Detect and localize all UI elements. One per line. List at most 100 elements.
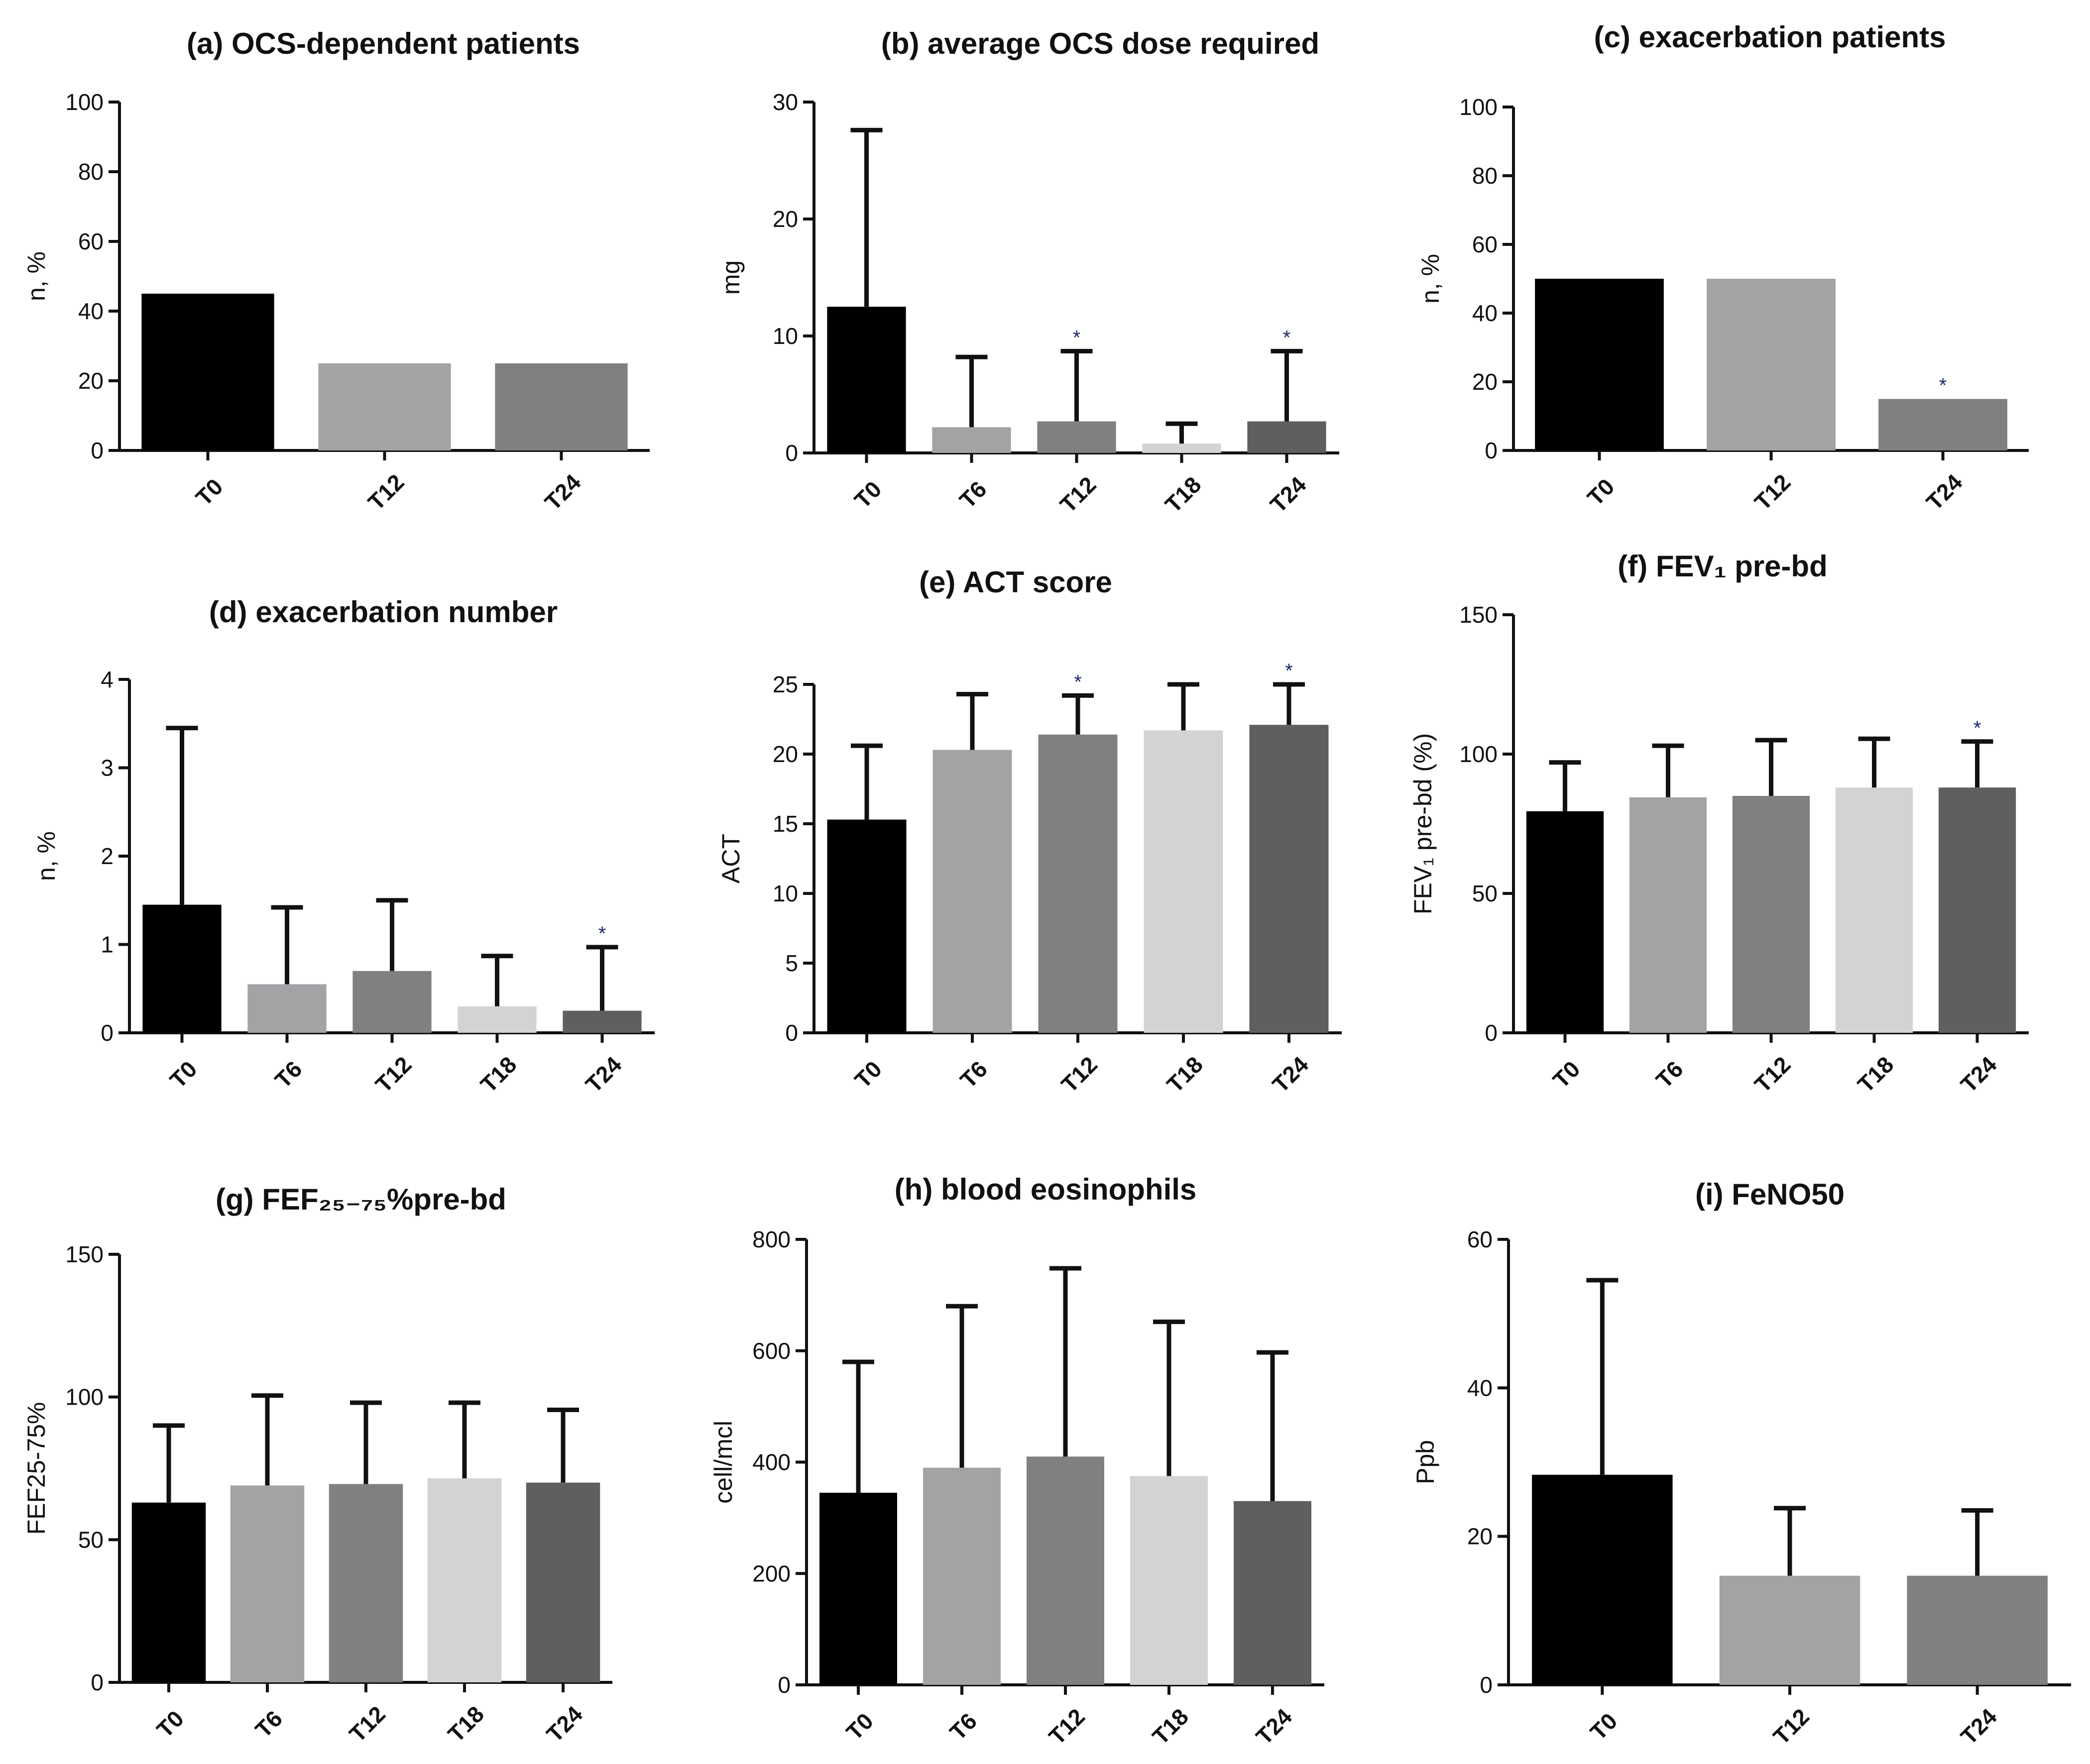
y-tick-label: 40 bbox=[1472, 300, 1498, 326]
y-tick-label: 25 bbox=[773, 671, 798, 697]
chart-title: (c) exacerbation patients bbox=[1594, 20, 1946, 54]
x-tick-label: T6 bbox=[954, 476, 992, 513]
bar-T24 bbox=[1878, 399, 2007, 450]
y-tick-label: 60 bbox=[78, 228, 104, 254]
y-tick-label: 400 bbox=[752, 1449, 791, 1475]
y-axis-label: Ppb bbox=[1411, 1440, 1439, 1484]
x-tick-label: T6 bbox=[944, 1708, 982, 1745]
y-tick-label: 10 bbox=[773, 881, 798, 906]
significance-marker: * bbox=[1939, 375, 1947, 397]
bar-T18 bbox=[1130, 1476, 1208, 1685]
bar-T24 bbox=[1234, 1501, 1311, 1685]
bar-T0 bbox=[1526, 811, 1604, 1033]
x-tick-label: T24 bbox=[1956, 1051, 2002, 1098]
x-tick-label: T24 bbox=[1956, 1703, 2002, 1750]
x-tick-label: T0 bbox=[849, 476, 887, 513]
chart-title: (a) OCS-dependent patients bbox=[187, 27, 580, 60]
bar-T6 bbox=[230, 1485, 305, 1682]
y-tick-label: 40 bbox=[78, 298, 104, 324]
chart-title: (f) FEV₁ pre-bd bbox=[1618, 550, 1827, 583]
bar-T12 bbox=[1707, 279, 1836, 450]
x-tick-label: T24 bbox=[1265, 471, 1311, 518]
bar-T12 bbox=[1037, 421, 1116, 453]
x-tick-label: T0 bbox=[151, 1705, 189, 1743]
bar-T18 bbox=[1835, 787, 1913, 1033]
y-tick-label: 20 bbox=[773, 741, 798, 767]
bar-T0 bbox=[1535, 279, 1664, 450]
x-tick-label: T18 bbox=[1147, 1703, 1193, 1750]
y-tick-label: 800 bbox=[752, 1226, 791, 1252]
chart-title: (h) blood eosinophils bbox=[895, 1173, 1197, 1206]
y-tick-label: 60 bbox=[1467, 1226, 1493, 1252]
chart-panel-i: (i) FeNO50 0 20 40 60 Ppb T0 T12 T24 bbox=[1411, 1178, 2071, 1750]
x-tick-label: T6 bbox=[270, 1056, 307, 1093]
bar-T12 bbox=[318, 363, 451, 450]
y-axis-label: n, % bbox=[22, 251, 50, 301]
x-tick-label: T24 bbox=[581, 1051, 627, 1098]
x-tick-label: T0 bbox=[191, 473, 228, 511]
chart-panel-f: (f) FEV₁ pre-bd 0 50 100 150 FEV₁ pre-bd (%) T… bbox=[1409, 550, 2029, 1098]
y-axis-label: cell/mcl bbox=[709, 1421, 737, 1504]
bar-T18 bbox=[1142, 443, 1221, 453]
bar-T12 bbox=[329, 1484, 403, 1682]
x-tick-label: T12 bbox=[344, 1701, 390, 1747]
y-axis-label: n, % bbox=[1416, 254, 1444, 304]
y-tick-label: 600 bbox=[752, 1338, 791, 1364]
y-axis-label: mg bbox=[717, 260, 745, 295]
x-tick-label: T12 bbox=[1056, 1051, 1102, 1098]
bar-T24 bbox=[1907, 1575, 2048, 1685]
bar-T12 bbox=[352, 971, 432, 1033]
y-tick-label: 0 bbox=[91, 438, 104, 463]
y-tick-label: 20 bbox=[78, 368, 104, 394]
y-tick-label: 20 bbox=[773, 206, 798, 232]
chart-panel-b: (b) average OCS dose required 0 10 20 30 mg T0… bbox=[717, 27, 1339, 518]
chart-panel-a: (a) OCS-dependent patients 0 20 40 60 80 100 n,… bbox=[22, 27, 650, 515]
y-tick-label: 0 bbox=[1480, 1672, 1493, 1698]
bar-T6 bbox=[247, 984, 327, 1033]
x-tick-label: T12 bbox=[1044, 1703, 1090, 1750]
y-tick-label: 0 bbox=[785, 440, 798, 466]
x-tick-label: T12 bbox=[363, 469, 409, 515]
bar-T6 bbox=[932, 427, 1011, 453]
chart-panel-h: (h) blood eosinophils 0 200 400 600 800 cell/m… bbox=[709, 1173, 1324, 1750]
bar-T18 bbox=[1144, 730, 1223, 1033]
significance-marker: * bbox=[1283, 327, 1291, 349]
bar-T0 bbox=[819, 1493, 897, 1685]
bar-T12 bbox=[1027, 1456, 1104, 1685]
y-tick-label: 0 bbox=[785, 1020, 798, 1046]
x-tick-label: T18 bbox=[443, 1701, 489, 1747]
x-tick-label: T0 bbox=[1585, 1708, 1623, 1745]
y-tick-label: 80 bbox=[78, 159, 104, 185]
x-tick-label: T24 bbox=[1251, 1703, 1297, 1750]
y-axis-label: FEF25-75% bbox=[22, 1402, 50, 1535]
y-tick-label: 200 bbox=[752, 1560, 791, 1586]
x-tick-label: T6 bbox=[250, 1705, 287, 1743]
y-tick-label: 0 bbox=[778, 1672, 791, 1698]
significance-marker: * bbox=[1074, 671, 1082, 693]
y-tick-label: 30 bbox=[773, 89, 798, 115]
y-tick-label: 60 bbox=[1472, 231, 1498, 257]
bar-T6 bbox=[923, 1467, 1001, 1685]
significance-marker: * bbox=[1073, 327, 1081, 349]
y-tick-label: 80 bbox=[1472, 163, 1498, 189]
y-tick-label: 50 bbox=[1472, 881, 1498, 906]
x-tick-label: T12 bbox=[1055, 471, 1101, 518]
x-tick-label: T0 bbox=[165, 1056, 202, 1093]
y-tick-label: 1 bbox=[101, 932, 114, 958]
x-tick-label: T12 bbox=[1749, 1051, 1796, 1098]
bar-T24 bbox=[495, 363, 628, 450]
y-tick-label: 100 bbox=[65, 1384, 104, 1410]
x-tick-label: T0 bbox=[1548, 1056, 1585, 1093]
y-tick-label: 100 bbox=[1459, 94, 1498, 120]
chart-panel-e: (e) ACT score 0 5 10 15 20 25 ACT T0 T6 * T12 T18 * T2… bbox=[717, 565, 1342, 1098]
x-tick-label: T24 bbox=[1921, 469, 1968, 515]
x-tick-label: T12 bbox=[1768, 1703, 1814, 1750]
chart-title: (g) FEF₂₅₋₇₅%pre-bd bbox=[216, 1183, 506, 1216]
bar-T24 bbox=[526, 1482, 600, 1682]
bar-T0 bbox=[141, 294, 274, 450]
bar-T0 bbox=[131, 1502, 206, 1682]
y-tick-label: 40 bbox=[1467, 1375, 1493, 1401]
y-tick-label: 0 bbox=[91, 1669, 104, 1695]
y-tick-label: 4 bbox=[101, 666, 114, 692]
